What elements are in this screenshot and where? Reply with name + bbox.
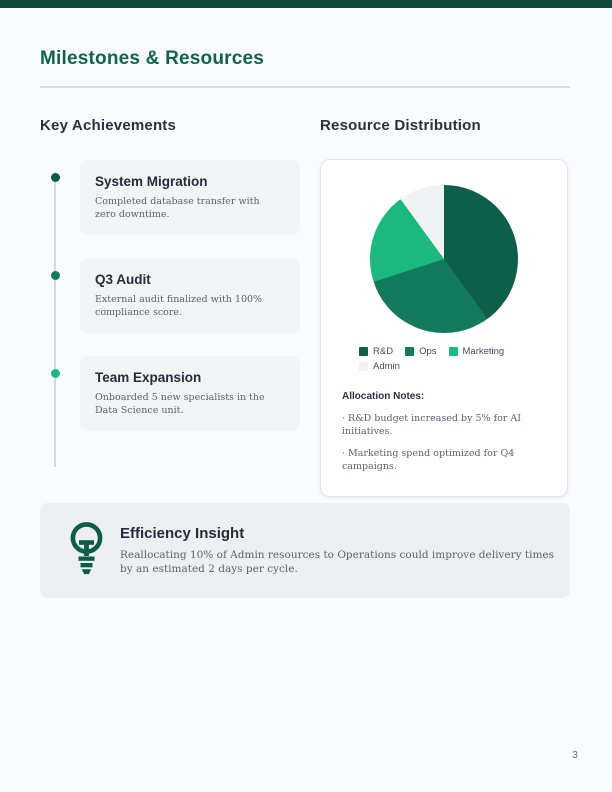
- allocation-notes-heading: Allocation Notes:: [342, 391, 425, 402]
- allocation-note: · R&D budget increased by 5% for AI init…: [342, 413, 521, 437]
- allocation-note: · Marketing spend optimized for Q4 campa…: [342, 448, 515, 472]
- milestone-description: Completed database transfer with zero do…: [95, 196, 260, 220]
- timeline-line: [54, 172, 56, 467]
- legend-label: Admin: [373, 361, 400, 372]
- milestone-title: System Migration: [95, 174, 208, 189]
- legend-item: Marketing: [448, 346, 505, 357]
- achievements-timeline: System Migration Completed database tran…: [40, 160, 310, 467]
- legend-label: Ops: [419, 346, 437, 357]
- legend-item: R&D: [359, 346, 393, 357]
- legend-item: Admin: [359, 361, 400, 372]
- achievements-heading: Key Achievements: [40, 117, 177, 134]
- legend-swatch: [359, 362, 368, 371]
- insight-text: Efficiency Insight Reallocating 10% of A…: [120, 525, 562, 576]
- resources-heading: Resource Distribution: [320, 117, 481, 134]
- timeline-dot: [51, 271, 60, 280]
- legend-label: R&D: [373, 346, 394, 357]
- resource-distribution-card: R&D Ops Marketing Admin Allocation Notes: ·…: [320, 159, 568, 497]
- legend-swatch: [405, 347, 415, 356]
- allocation-notes: Allocation Notes: · R&D budget increased…: [342, 391, 547, 473]
- allocation-notes-list: · R&D budget increased by 5% for AI init…: [342, 412, 547, 473]
- page-title: Milestones & Resources: [40, 48, 265, 69]
- milestone-description: External audit finalized with 100% compl…: [95, 294, 263, 318]
- title-divider: [40, 86, 570, 88]
- legend-swatch: [359, 347, 368, 356]
- pie-legend: R&D Ops Marketing Admin: [359, 346, 529, 372]
- timeline-dot: [51, 369, 60, 378]
- milestone-description: Onboarded 5 new specialists in the Data …: [95, 392, 265, 416]
- milestone-title: Team Expansion: [95, 370, 202, 385]
- page-number: 3: [572, 749, 578, 761]
- milestone-card-q3-audit: Q3 Audit External audit finalized with 1…: [51, 258, 300, 333]
- legend-swatch: [448, 347, 458, 356]
- milestone-title: Q3 Audit: [95, 272, 151, 287]
- resource-pie-chart: [370, 185, 518, 333]
- insight-heading: Efficiency Insight: [120, 525, 245, 542]
- efficiency-insight-box: Efficiency Insight Reallocating 10% of A…: [40, 503, 570, 598]
- lightbulb-icon: [68, 521, 105, 581]
- legend-item: Ops: [405, 346, 437, 357]
- legend-label: Marketing: [462, 346, 505, 357]
- milestone-card-system-migration: System Migration Completed database tran…: [51, 160, 300, 235]
- milestone-card-team-expansion: Team Expansion Onboarded 5 new specialis…: [51, 356, 300, 431]
- top-accent-bar: [0, 0, 612, 8]
- insight-body: Reallocating 10% of Admin resources to O…: [120, 549, 554, 575]
- timeline-dot: [51, 173, 60, 182]
